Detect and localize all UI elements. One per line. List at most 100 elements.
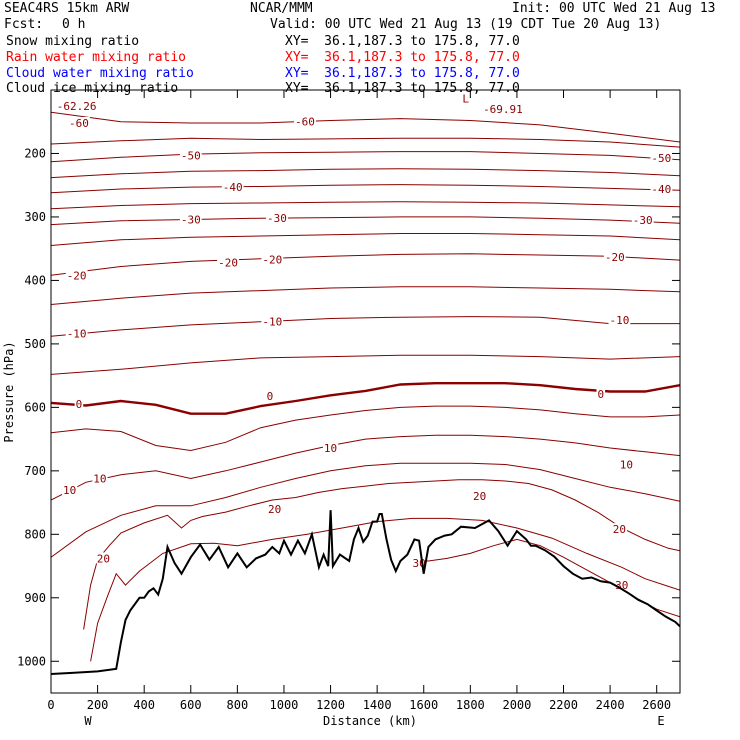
y-axis-label: Pressure (hPa) [2,341,16,442]
isotherm-20 [83,479,680,630]
isotherm-label: 20 [473,490,486,503]
isotherm-label-mask [217,256,239,268]
isotherm-label: -40 [651,183,671,196]
isotherm-label: -30 [267,212,287,225]
terrain-group [50,510,681,675]
valid-time: Valid: 00 UTC Wed 21 Aug 13 (19 CDT Tue … [270,17,662,32]
field-xy-cloud-ice: XY= 36.1,187.3 to 175.8, 77.0 [285,81,520,96]
isotherm-label-mask [650,183,673,195]
x-tick-label: 0 [47,698,54,712]
isotherm-15 [51,462,680,558]
isotherm-label: -50 [181,149,201,162]
x-tick-label: 1800 [456,698,485,712]
x-tick-label: 1200 [316,698,345,712]
x-end-label-east: E [657,714,664,728]
isotherm--20 [51,253,680,276]
x-tick-label: 1600 [409,698,438,712]
y-tick-label: 300 [24,210,46,224]
isotherm-label: 0 [76,398,83,411]
x-tick-label: 200 [87,698,109,712]
isotherm-label: 20 [613,523,626,536]
forecast-hour: 0 h [62,17,86,32]
isotherm--60 [51,111,680,143]
isotherm-label-mask [266,212,288,224]
isotherm-label-mask [261,253,284,265]
isotherm-label: 10 [620,458,633,471]
isotherm--40 [51,184,680,194]
isotherm-label-mask [650,151,673,163]
isotherm-label: 0 [597,388,604,401]
isotherm--10 [51,316,680,337]
isotherm-label-mask [611,523,628,535]
isotherm-label: -60 [69,117,89,130]
y-tick-label: 900 [24,591,46,605]
x-tick-label: 2000 [502,698,531,712]
isotherm-label-mask [265,389,275,401]
isotherm--35 [51,201,680,210]
isotherm-label: -40 [223,181,243,194]
y-tick-label: 700 [24,464,46,478]
init-time: Init: 00 UTC Wed 21 Aug 13 [512,1,716,16]
isotherm-label: -10 [262,316,282,329]
x-tick-label: 800 [227,698,249,712]
isotherm-label: 30 [615,579,628,592]
isotherm-label-mask [179,213,202,225]
field-title-rain: Rain water mixing ratio [6,50,187,65]
isotherm-label: 10 [63,484,76,497]
x-tick-label: 1400 [363,698,392,712]
isotherm-label-mask [95,552,112,564]
isotherm-label-mask [631,214,654,226]
isotherm-label-mask [92,472,108,484]
isotherm-label: -60 [295,116,315,129]
isotherm-label-mask [322,441,339,453]
isotherm-label-mask [62,483,78,495]
x-tick-label: 400 [133,698,155,712]
isotherm--55 [51,137,680,148]
y-tick-label: 1000 [17,654,46,668]
isotherm--50 [51,151,680,163]
isotherm-label-mask [68,117,90,129]
isotherm-label-mask [65,269,88,281]
extreme-label: L [462,92,469,105]
isotherm-label-mask [603,250,626,262]
y-tick-label: 400 [24,273,46,287]
isotherm-label: -10 [609,314,629,327]
isotherm-label: -50 [651,152,671,165]
x-tick-label: 1000 [270,698,299,712]
isotherm-label: 10 [93,472,106,485]
isotherm-label: 10 [324,442,337,455]
isotherm-label-mask [608,313,631,325]
isotherm-label: -30 [633,214,653,227]
isotherm-label: -30 [181,213,201,226]
isotherm--30 [51,216,680,226]
x-tick-label: 2600 [642,698,671,712]
isotherm--25 [51,233,680,246]
model-title: SEAC4RS 15km ARW [4,1,130,16]
x-axis-label: Distance (km) [323,714,417,728]
forecast-label: Fcst: [4,17,44,32]
isotherm-label: -20 [605,251,625,264]
field-xy-snow: XY= 36.1,187.3 to 175.8, 77.0 [285,34,520,49]
isotherm-label-mask [614,579,630,591]
extreme-label: -62.26 [57,100,97,113]
isotherm-label: -20 [262,253,282,266]
isotherm-label: -10 [67,328,87,341]
isotherm-label-mask [472,490,488,502]
isotherm-label-mask [411,556,427,568]
contour-label-group: -60 -60 -50 -50 -40 -40 -30 -30 -30 -20 -20 -20 -20 -… [57,92,673,592]
isotherm-label-mask [74,398,84,410]
field-title-cloud-water: Cloud water mixing ratio [6,66,194,81]
field-xy-rain: XY= 36.1,187.3 to 175.8, 77.0 [285,50,520,65]
isotherm-label-mask [261,315,284,327]
extreme-label: -69.91 [483,103,523,116]
isotherm--45 [51,168,680,179]
isotherm-label-mask [267,502,283,514]
isotherm-0 [51,382,680,415]
isotherm-label-mask [65,327,88,339]
terrain-profile [50,510,681,675]
isotherm-label: -20 [218,257,238,270]
isotherm-label: -20 [67,269,87,282]
x-tick-label: 2400 [596,698,625,712]
axes-group: 0 200 400 600 800 1000 1200 1400 1600 1800 2000 220… [17,90,680,712]
